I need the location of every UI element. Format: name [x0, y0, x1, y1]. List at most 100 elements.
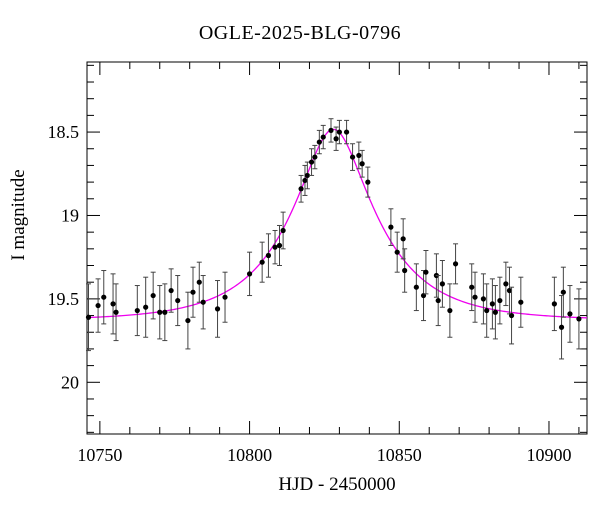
data-point	[349, 154, 356, 160]
data-point	[110, 301, 116, 307]
data-point-group	[150, 271, 156, 320]
y-tick-label: 20	[61, 372, 79, 392]
y-tick-label: 19.5	[48, 289, 80, 309]
data-point-group	[480, 273, 487, 325]
data-point	[276, 242, 283, 249]
data-point-group	[162, 283, 168, 342]
data-point-group	[503, 261, 509, 307]
data-point	[200, 299, 206, 305]
data-point	[214, 306, 221, 312]
data-point-group	[469, 263, 475, 312]
plot-title: OGLE-2025-BLG-0796	[198, 22, 402, 44]
data-point-group	[333, 126, 339, 151]
data-point-group	[298, 174, 304, 203]
data-point-group	[413, 263, 419, 312]
data-point-group	[452, 243, 459, 285]
data-point	[320, 134, 326, 140]
data-point	[388, 224, 394, 230]
data-point-group	[265, 233, 272, 278]
data-point-group	[175, 275, 181, 327]
data-point-group	[423, 250, 429, 295]
model-curve	[86, 128, 588, 319]
data-point	[400, 236, 406, 242]
data-point-group	[110, 273, 116, 335]
data-point-group	[157, 285, 163, 340]
data-point	[439, 281, 445, 287]
data-point	[506, 287, 513, 294]
data-point	[333, 136, 339, 142]
data-point-group	[214, 280, 221, 338]
data-point	[316, 139, 322, 145]
data-point-group	[551, 276, 557, 332]
data-point	[336, 129, 342, 135]
data-point-group	[134, 285, 140, 337]
data-point-group	[484, 283, 490, 338]
data-point	[185, 317, 191, 324]
data-point	[394, 249, 400, 255]
plot-frame	[86, 61, 588, 435]
data-point	[469, 284, 475, 290]
data-point	[196, 279, 202, 285]
x-tick-label: 10750	[77, 445, 122, 465]
data-point-group	[85, 283, 92, 352]
data-point-group	[312, 144, 318, 170]
y-tick-label: 19	[61, 205, 79, 225]
data-point	[85, 314, 92, 320]
data-point	[423, 269, 429, 275]
data-point-group	[394, 231, 400, 273]
data-point	[518, 299, 524, 305]
data-point-group	[567, 285, 573, 343]
data-point-group	[328, 118, 334, 143]
data-point	[413, 284, 419, 290]
data-point-group	[435, 275, 441, 327]
data-point-group	[259, 241, 265, 283]
data-point-group	[489, 278, 495, 330]
data-point	[497, 297, 503, 304]
data-point	[328, 127, 334, 133]
data-point	[492, 309, 498, 315]
data-point	[134, 307, 140, 314]
data-point-group	[222, 271, 228, 323]
data-point-group	[320, 124, 326, 150]
data-point	[143, 304, 149, 310]
data-point-group	[168, 268, 174, 313]
data-point-group	[447, 283, 453, 338]
data-point-group	[356, 141, 362, 170]
data-point	[246, 271, 253, 277]
data-point	[272, 244, 278, 250]
data-point	[265, 252, 272, 259]
data-point-group	[508, 286, 515, 345]
data-point	[302, 177, 308, 184]
data-point	[168, 287, 174, 294]
data-point-group	[518, 276, 524, 328]
data-point-group	[576, 288, 582, 350]
data-point	[484, 307, 490, 314]
data-point	[359, 161, 365, 167]
data-point-group	[190, 266, 196, 318]
x-axis-label: HJD - 2450000	[278, 474, 396, 495]
data-point-group	[95, 278, 101, 333]
data-point	[95, 302, 101, 309]
data-point	[222, 294, 228, 300]
data-point	[402, 267, 408, 274]
data-point	[435, 297, 441, 304]
data-point	[101, 294, 107, 300]
data-point-group	[143, 276, 149, 338]
data-point	[558, 324, 565, 330]
data-point	[162, 309, 168, 315]
data-point	[576, 316, 582, 322]
data-point-group	[272, 229, 278, 265]
data-point-group	[506, 266, 513, 315]
x-tick-label: 10850	[377, 445, 422, 465]
data-point-group	[388, 208, 394, 246]
data-point	[567, 311, 573, 317]
data-point-group	[497, 276, 503, 325]
x-tick-label: 10900	[526, 445, 571, 465]
data-point-group	[246, 251, 253, 297]
data-point-group	[359, 149, 365, 178]
data-point-group	[400, 218, 406, 260]
x-tick-label: 10800	[227, 445, 272, 465]
data-point-group	[365, 166, 371, 198]
data-point	[312, 154, 318, 160]
